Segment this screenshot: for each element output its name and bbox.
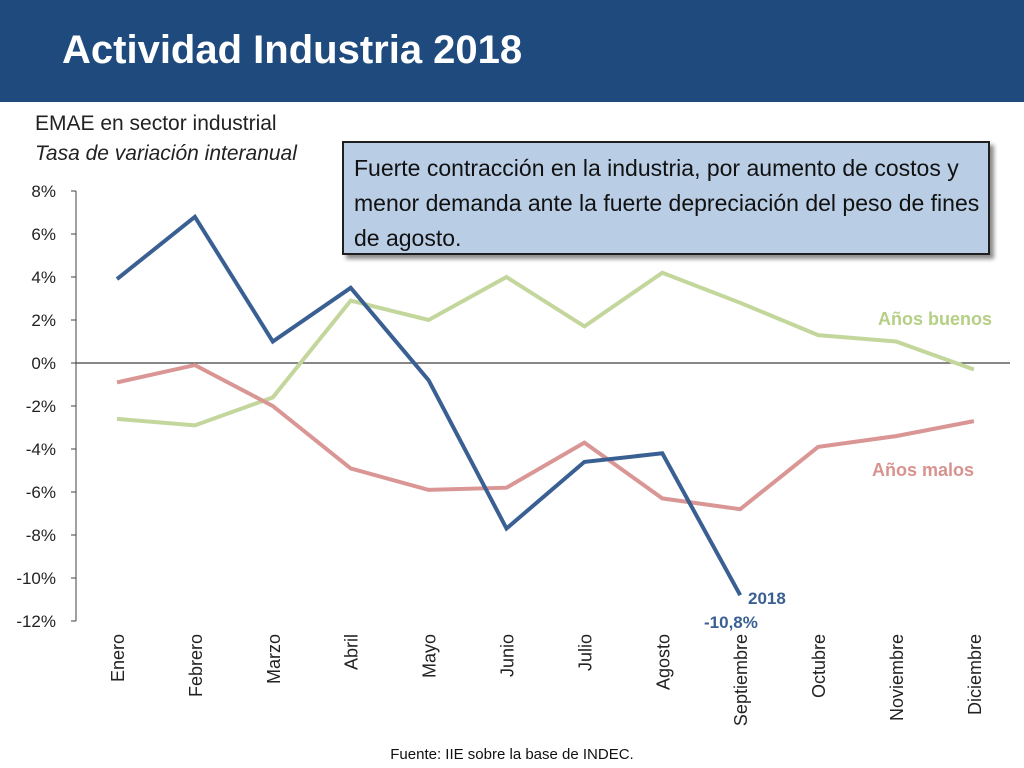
y-tick-label: 8% [31, 182, 56, 201]
data-label-2018-last: -10,8% [704, 613, 758, 632]
y-tick-label: 2% [31, 311, 56, 330]
callout-box: Fuerte contracción en la industria, por … [342, 141, 990, 255]
x-tick-label: Marzo [264, 634, 284, 684]
y-tick-label: 0% [31, 354, 56, 373]
x-tick-label: Agosto [653, 634, 673, 690]
y-tick-label: -8% [26, 526, 56, 545]
y-tick-label: -2% [26, 397, 56, 416]
series-label-buenos: Años buenos [878, 309, 992, 329]
y-tick-label: -10% [16, 569, 56, 588]
x-tick-label: Octubre [809, 634, 829, 698]
chart-subtitle-italic: Tasa de variación interanual [35, 142, 297, 165]
x-tick-label: Mayo [420, 634, 440, 678]
x-tick-label: Julio [575, 634, 595, 671]
y-tick-label: 6% [31, 225, 56, 244]
series-line-malos [116, 362, 975, 512]
chart-subtitle: EMAE en sector industrial [35, 112, 277, 135]
y-tick-label: -4% [26, 440, 56, 459]
series-line-2018 [115, 213, 742, 597]
series-line-buenos [116, 270, 975, 428]
x-tick-label: Junio [498, 634, 518, 677]
y-tick-label: -12% [16, 612, 56, 631]
x-tick-label: Abril [342, 634, 362, 670]
series-label-2018: 2018 [748, 589, 786, 608]
y-tick-label: -6% [26, 483, 56, 502]
x-tick-label: Enero [108, 634, 128, 682]
series-label-malos: Años malos [872, 460, 974, 480]
source-note: Fuente: IIE sobre la base de INDEC. [390, 746, 634, 763]
x-tick-label: Noviembre [887, 634, 907, 721]
title-bar [0, 0, 1024, 102]
x-tick-label: Septiembre [731, 634, 751, 726]
y-tick-label: 4% [31, 268, 56, 287]
x-tick-label: Diciembre [965, 634, 985, 715]
page-title: Actividad Industria 2018 [62, 28, 523, 72]
x-tick-label: Febrero [186, 634, 206, 697]
